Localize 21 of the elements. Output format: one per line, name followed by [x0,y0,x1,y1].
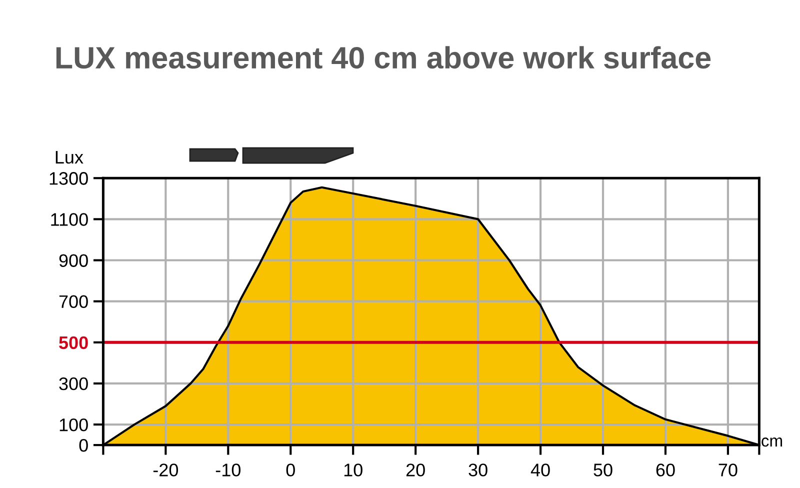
x-tick-label: 20 [406,464,425,476]
y-tick-label: 1100 [51,213,88,226]
y-tick-label: 100 [60,418,88,432]
x-tick-label: 40 [530,464,550,476]
y-tick-label: 300 [59,377,88,390]
x-tick-label: 50 [594,464,612,476]
x-tick-label: 60 [656,464,675,476]
y-tick-label: 700 [59,295,88,308]
x-tick-label: -20 [153,464,178,476]
x-tick-label: 30 [468,464,488,476]
x-tick-label: 0 [286,464,295,476]
x-tick-label: 70 [718,464,738,476]
x-tick-label: 10 [344,464,362,476]
y-tick-label: 1300 [50,172,88,185]
y-tick-label: 900 [59,254,88,267]
y-tick-label: 0 [79,438,88,452]
x-axis-title: cm [762,438,782,447]
y-tick-label: 500 [59,336,88,350]
x-tick-label: -10 [216,464,240,476]
y-axis-title: Lux [56,151,84,164]
chart-title: LUX measurement 40 cm above work surface [56,46,711,69]
